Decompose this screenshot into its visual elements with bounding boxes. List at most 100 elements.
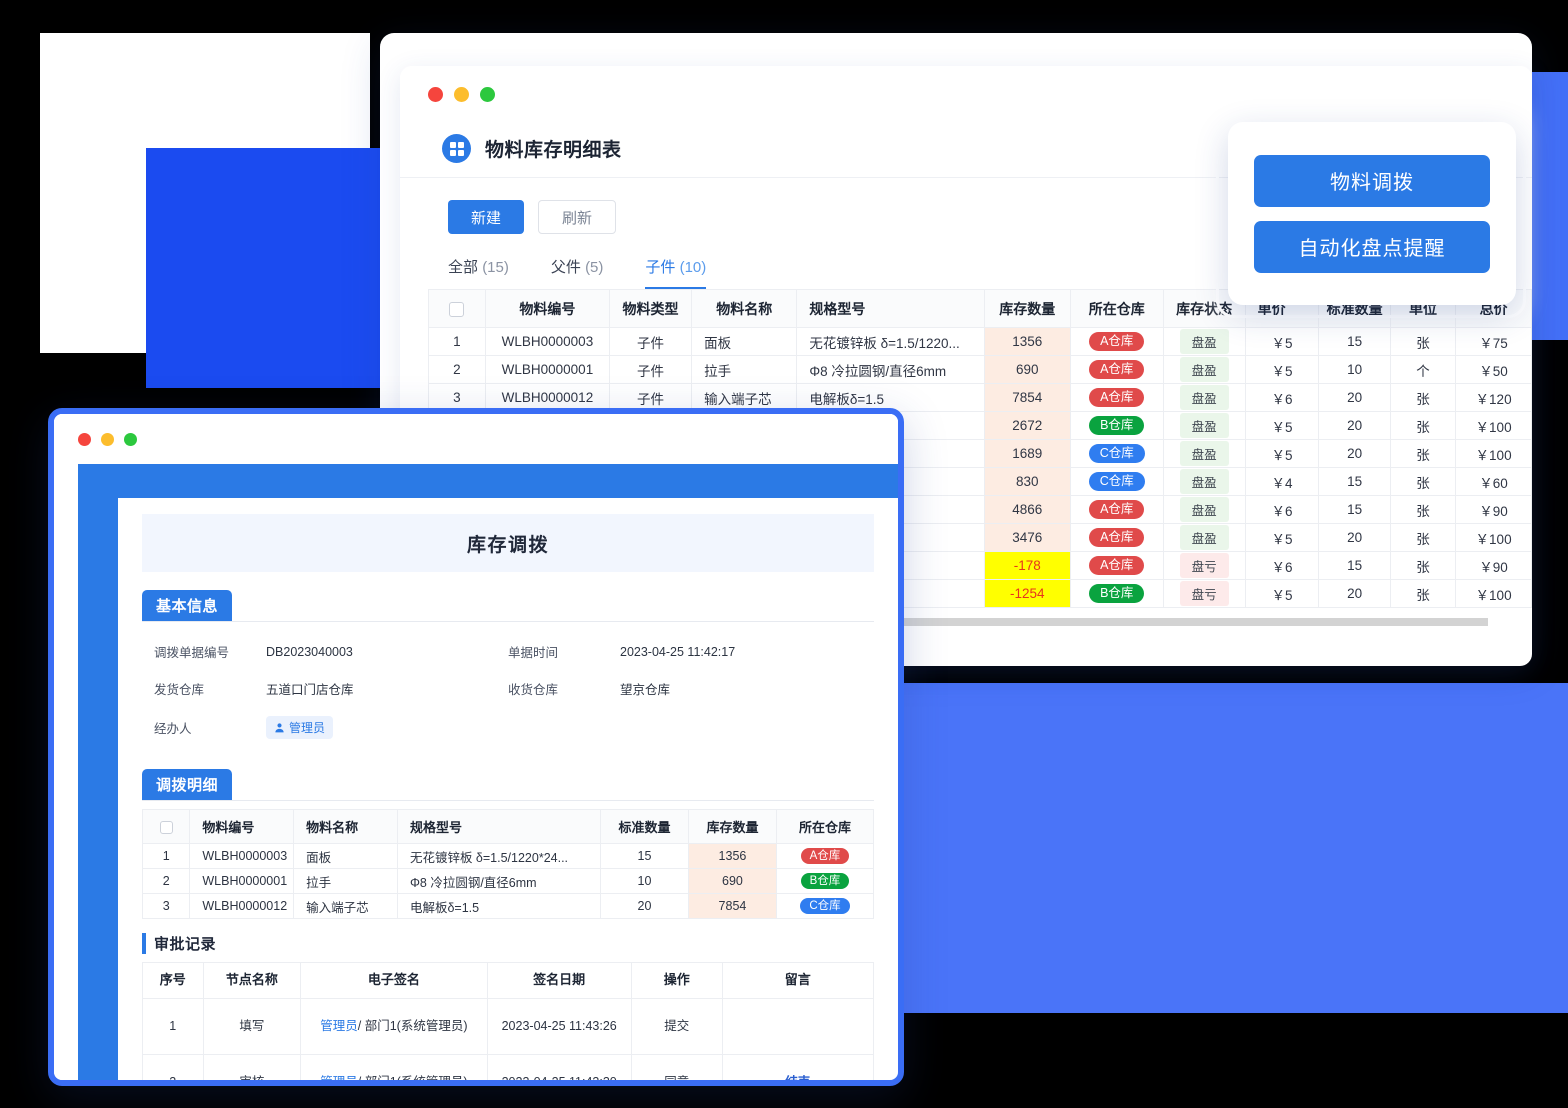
cell-price: ￥6: [1244, 383, 1320, 412]
cell-std: 20: [1318, 523, 1391, 552]
status-badge: 盘盈: [1179, 497, 1229, 522]
warehouse-badge: A仓库: [1089, 331, 1145, 352]
approval-table: 序号 节点名称 电子签名 签名日期 操作 留言 1 填写 管理员/ 部门1(系统管理…: [142, 962, 875, 1080]
window1-titlebar: [400, 66, 1532, 122]
table-row[interactable]: 2 WLBH0000001 拉手 Φ8 冷拉圆钢/直径6mm 10 690 B仓库: [141, 868, 875, 894]
cell-warehouse: A仓库: [1069, 355, 1164, 384]
approval-section: 审批记录 序号 节点名称 电子签名 签名日期 操作: [142, 933, 875, 1080]
col-name[interactable]: 物料名称: [691, 289, 798, 328]
signer-link[interactable]: 管理员: [320, 1075, 358, 1080]
cell-status: 盘盈: [1162, 411, 1246, 440]
horizontal-scrollbar[interactable]: [476, 618, 1488, 626]
field-transfer-no-value: DB2023040003: [266, 644, 353, 659]
cell-stock-qty: 690: [687, 868, 777, 894]
col-name[interactable]: 物料名称: [293, 809, 398, 844]
cell-sign-date: 2023-04-25 11:43:26: [486, 998, 632, 1055]
maximize-icon[interactable]: [124, 432, 137, 446]
cell-status: 盘盈: [1162, 523, 1246, 552]
transfer-detail-window: 库存调拨 基本信息 调拨单据编号 DB2023040003: [48, 408, 904, 1086]
tab-parent[interactable]: 父件 (5): [551, 256, 604, 289]
cell-unit: 张: [1389, 551, 1457, 580]
close-icon[interactable]: [428, 86, 443, 102]
cell-total: ￥90: [1455, 495, 1532, 524]
status-badge: 盘盈: [1179, 469, 1229, 494]
cell-warehouse: A仓库: [1069, 495, 1164, 524]
status-badge: 盘盈: [1179, 385, 1229, 410]
minimize-icon[interactable]: [454, 86, 469, 102]
col-warehouse[interactable]: 所在仓库: [1069, 289, 1164, 328]
select-all-checkbox[interactable]: [159, 821, 173, 835]
cell-spec: 无花镀锌板 δ=1.5/1220*24...: [396, 843, 601, 869]
decor-blue-block-top-left: [146, 148, 384, 388]
field-handler: 经办人 管理员: [154, 716, 508, 739]
cell-price: ￥5: [1244, 439, 1320, 468]
table-row[interactable]: 3 WLBH0000012 子件 输入端子芯 电解板δ=1.5 7854 A仓库 盘盈 ￥6 20…: [428, 383, 1532, 412]
field-from-warehouse-label: 发货仓库: [154, 683, 205, 697]
col-code[interactable]: 物料编号: [484, 289, 611, 328]
cell-status: 盘盈: [1162, 467, 1246, 496]
maximize-icon[interactable]: [480, 86, 495, 102]
table-row[interactable]: 1 WLBH0000003 子件 面板 无花镀锌板 δ=1.5/1220... 1356 A…: [428, 327, 1532, 356]
col-code[interactable]: 物料编号: [189, 809, 295, 844]
cell-code: WLBH0000003: [484, 327, 611, 356]
tab-child[interactable]: 子件 (10): [645, 256, 707, 289]
handler-chip[interactable]: 管理员: [266, 716, 334, 739]
minimize-icon[interactable]: [101, 432, 114, 446]
cell-note: 结束: [721, 1054, 875, 1080]
col-note: 留言: [721, 962, 875, 999]
cell-warehouse: B仓库: [775, 868, 875, 894]
cell-status: 盘盈: [1162, 355, 1246, 384]
tab-all[interactable]: 全部 (15): [448, 256, 509, 289]
cell-qty: -178: [983, 551, 1071, 580]
cell-qty: 690: [983, 355, 1071, 384]
cell-unit: 张: [1389, 579, 1457, 608]
col-std-qty[interactable]: 标准数量: [599, 809, 689, 844]
material-transfer-button[interactable]: 物料调拨: [1254, 154, 1490, 207]
cell-total: ￥75: [1455, 327, 1532, 356]
refresh-button[interactable]: 刷新: [538, 200, 617, 234]
col-spec[interactable]: 规格型号: [796, 289, 985, 328]
col-spec[interactable]: 规格型号: [396, 809, 601, 844]
col-qty[interactable]: 库存数量: [983, 289, 1071, 328]
note-link[interactable]: 结束: [785, 1075, 810, 1080]
cell-name: 面板: [691, 327, 798, 356]
cell-price: ￥5: [1244, 327, 1320, 356]
auto-stocktake-reminder-button[interactable]: 自动化盘点提醒: [1254, 220, 1490, 273]
col-warehouse[interactable]: 所在仓库: [775, 809, 875, 844]
close-icon[interactable]: [78, 432, 91, 446]
table-row[interactable]: 2审核管理员/ 部门1(系统管理员)2023-04-25 11:43:30同意结…: [142, 1054, 875, 1080]
cell-spec: Φ8 冷拉圆钢/直径6mm: [396, 868, 601, 894]
warehouse-badge: C仓库: [800, 897, 850, 915]
tab-bar: 全部 (15) 父件 (5) 子件 (10): [400, 234, 1532, 289]
table-row[interactable]: 2 WLBH0000001 子件 拉手 Φ8 冷拉圆钢/直径6mm 690 A仓库 盘盈 ￥5 1…: [428, 355, 1532, 384]
cell-seq: 1: [142, 998, 204, 1055]
table-header-row: 物料编号 物料名称 规格型号 标准数量 库存数量 所在仓库: [141, 809, 875, 844]
cell-code: WLBH0000003: [189, 843, 295, 869]
table-row[interactable]: 1 填写 管理员/ 部门1(系统管理员) 2023-04-25 11:43:26 提交: [142, 998, 875, 1055]
warehouse-badge: A仓库: [1089, 527, 1145, 548]
transfer-document: 库存调拨 基本信息 调拨单据编号 DB2023040003: [118, 498, 898, 1080]
row-index: 2: [428, 355, 486, 384]
window2-titlebar: [54, 414, 898, 464]
col-stock-qty[interactable]: 库存数量: [687, 809, 777, 844]
new-button[interactable]: 新建: [448, 200, 525, 234]
col-sign-date: 签名日期: [486, 962, 632, 999]
status-badge: 盘盈: [1179, 525, 1229, 550]
field-to-warehouse: 收货仓库 望京仓库: [508, 679, 862, 698]
status-badge: 盘亏: [1179, 553, 1229, 578]
select-all-checkbox[interactable]: [449, 301, 465, 317]
cell-code: WLBH0000001: [484, 355, 611, 384]
select-all-header[interactable]: [141, 809, 191, 844]
cell-stock-qty: 7854: [687, 893, 777, 919]
cell-sign-date: 2023-04-25 11:43:30: [486, 1054, 632, 1080]
signer-link[interactable]: 管理员: [320, 1019, 358, 1034]
cell-name: 拉手: [293, 868, 398, 894]
table-row[interactable]: 1 WLBH0000003 面板 无花镀锌板 δ=1.5/1220*24... 15 13…: [141, 843, 875, 869]
table-row[interactable]: 3 WLBH0000012 输入端子芯 电解板δ=1.5 20 7854 C仓库: [141, 893, 875, 919]
cell-status: 盘亏: [1162, 551, 1246, 580]
col-type[interactable]: 物料类型: [609, 289, 693, 328]
row-index: 3: [141, 893, 191, 919]
select-all-header[interactable]: [428, 289, 486, 328]
cell-price: ￥6: [1244, 551, 1320, 580]
